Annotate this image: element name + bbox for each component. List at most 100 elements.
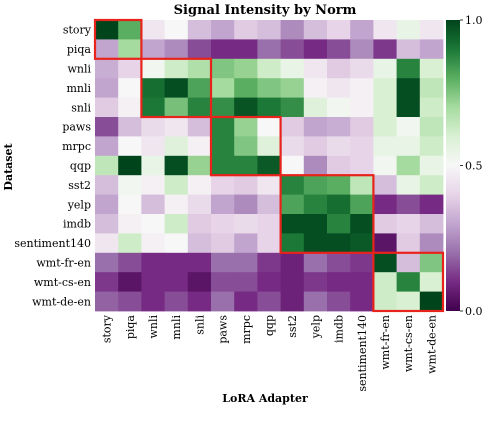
heatmap-cell-mnli-mrpc: [234, 78, 258, 98]
row-labels: story piqa wnli mnli snli paws mrpc qqp sst2 yelp…: [14, 24, 91, 309]
heatmap-cell-yelp-imdb: [327, 194, 351, 215]
row-label-paws: paws: [62, 121, 91, 134]
col-label-wmt-fr-en: wmt-fr-en: [379, 315, 392, 370]
column-labels: story piqa wnli mnli snli paws mrpc qqp sst2 yelp…: [101, 314, 439, 391]
highlight-box-1: [93, 18, 143, 60]
heatmap-cell-mnli-wmt-de-en: [419, 78, 444, 98]
heatmap-cell-imdb-wmt-de-en: [419, 214, 444, 234]
heatmap-cell-wmt-de-en-piqa: [118, 291, 142, 312]
heatmap-cell-wmt-de-en-yelp: [303, 291, 328, 312]
heatmap-cell-story-yelp: [303, 20, 328, 40]
heatmap-cell-wnli-snli: [187, 58, 212, 79]
heatmap-cell-wmt-cs-en-story: [95, 272, 119, 292]
heatmap-cell-wmt-fr-en-qqp: [257, 252, 281, 273]
heatmap-cell-wmt-cs-en-mrpc: [234, 272, 258, 292]
heatmap-cell-yelp-snli: [187, 194, 212, 215]
heatmap-cell-sentiment140-imdb: [327, 233, 351, 254]
heatmap-cell-wnli-story: [95, 58, 119, 79]
heatmap-cell-wmt-fr-en-wmt-de-en: [419, 252, 444, 273]
heatmap-cell-wmt-de-en-wmt-cs-en: [396, 291, 421, 312]
heatmap-cell-story-piqa: [118, 20, 142, 40]
heatmap-cell-yelp-wnli: [141, 194, 165, 215]
col-label-wnli: wnli: [147, 315, 160, 339]
heatmap-cell-imdb-yelp: [303, 214, 328, 234]
heatmap-cell-qqp-imdb: [327, 155, 351, 176]
heatmap-cell-qqp-paws: [211, 155, 235, 176]
heatmap-cell-wmt-de-en-wnli: [141, 291, 165, 312]
heatmap-cell-wnli-imdb: [327, 58, 351, 79]
highlight-box-5: [372, 251, 445, 313]
heatmap-cell-sst2-mrpc: [234, 175, 258, 195]
heatmap-cell-mrpc-wmt-fr-en: [373, 136, 397, 157]
heatmap-cell-paws-yelp: [303, 117, 328, 137]
heatmap-cell-story-wnli: [141, 20, 165, 40]
heatmap-cell-yelp-yelp: [303, 194, 328, 215]
heatmap-cell-paws-qqp: [257, 117, 281, 137]
heatmap-cell-sst2-story: [95, 175, 119, 195]
heatmap-cell-qqp-piqa: [118, 155, 142, 176]
heatmap-cell-piqa-snli: [187, 39, 212, 60]
heatmap-cell-sentiment140-wmt-cs-en: [396, 233, 421, 254]
heatmap-cell-wnli-piqa: [118, 58, 142, 79]
heatmap-cell-wnli-sentiment140: [350, 58, 374, 79]
heatmap-cell-sst2-imdb: [327, 175, 351, 195]
heatmap-cell-paws-wmt-fr-en: [373, 117, 397, 137]
heatmap-cell-paws-wmt-cs-en: [396, 117, 421, 137]
heatmap-cell-sentiment140-piqa: [118, 233, 142, 254]
heatmap-cell-imdb-mrpc: [234, 214, 258, 234]
col-label-piqa: piqa: [124, 315, 137, 340]
heatmap-cell-story-paws: [211, 20, 235, 40]
heatmap-cell-snli-piqa: [118, 97, 142, 118]
heatmap-cell-imdb-paws: [211, 214, 235, 234]
heatmap-cell-snli-qqp: [257, 97, 281, 118]
heatmap-cell-wmt-cs-en-piqa: [118, 272, 142, 292]
heatmap-cell-sentiment140-mrpc: [234, 233, 258, 254]
row-label-imdb: imdb: [63, 218, 91, 231]
heatmap-cell-imdb-mnli: [164, 214, 189, 234]
row-label-wmt-de-en: wmt-de-en: [32, 295, 91, 308]
heatmap-cell-qqp-sentiment140: [350, 155, 374, 176]
heatmap-cell-snli-paws: [211, 97, 235, 118]
col-label-story: story: [101, 314, 114, 343]
heatmap-cells: [95, 20, 444, 312]
highlight-box-2: [140, 57, 213, 119]
heatmap-cell-piqa-qqp: [257, 39, 281, 60]
heatmap-cell-snli-mrpc: [234, 97, 258, 118]
row-label-piqa: piqa: [67, 43, 92, 56]
heatmap-cell-snli-wmt-cs-en: [396, 97, 421, 118]
heatmap-cell-wmt-cs-en-mnli: [164, 272, 189, 292]
heatmap-cell-piqa-wmt-fr-en: [373, 39, 397, 60]
heatmap-cell-wmt-cs-en-paws: [211, 272, 235, 292]
heatmap-cell-qqp-qqp: [257, 155, 281, 176]
heatmap-cell-wnli-wnli: [141, 58, 165, 79]
col-label-sentiment140: sentiment140: [356, 315, 369, 392]
heatmap-cell-sentiment140-sentiment140: [350, 233, 374, 254]
heatmap-cell-piqa-wmt-de-en: [419, 39, 444, 60]
heatmap-cell-sst2-sentiment140: [350, 175, 374, 195]
heatmap-cell-story-snli: [187, 20, 212, 40]
heatmap-cell-snli-wnli: [141, 97, 165, 118]
heatmap-cell-sentiment140-snli: [187, 233, 212, 254]
row-label-wmt-fr-en: wmt-fr-en: [36, 257, 91, 270]
heatmap-cell-mrpc-mnli: [164, 136, 189, 157]
col-label-yelp: yelp: [309, 315, 322, 339]
heatmap-cell-wmt-cs-en-yelp: [303, 272, 328, 292]
heatmap-cell-mrpc-qqp: [257, 136, 281, 157]
heatmap-cell-paws-paws: [211, 117, 235, 137]
col-label-mrpc: mrpc: [240, 315, 253, 344]
col-label-paws: paws: [217, 315, 230, 344]
heatmap-cell-wmt-fr-en-wmt-fr-en: [373, 252, 397, 273]
heatmap-cell-mnli-paws: [211, 78, 235, 98]
heatmap-cell-mnli-mnli: [164, 78, 189, 98]
heatmap-cell-wmt-de-en-wmt-fr-en: [373, 291, 397, 312]
heatmap-cell-mrpc-wnli: [141, 136, 165, 157]
heatmap-cell-sst2-wmt-fr-en: [373, 175, 397, 195]
heatmap-cell-story-wmt-de-en: [419, 20, 444, 40]
row-label-story: story: [63, 24, 92, 37]
heatmap-cell-snli-yelp: [303, 97, 328, 118]
heatmap-cell-imdb-sst2: [280, 214, 305, 234]
heatmap-cell-sentiment140-paws: [211, 233, 235, 254]
heatmap-cell-paws-imdb: [327, 117, 351, 137]
heatmap-cell-wnli-yelp: [303, 58, 328, 79]
heatmap-cell-paws-mnli: [164, 117, 189, 137]
